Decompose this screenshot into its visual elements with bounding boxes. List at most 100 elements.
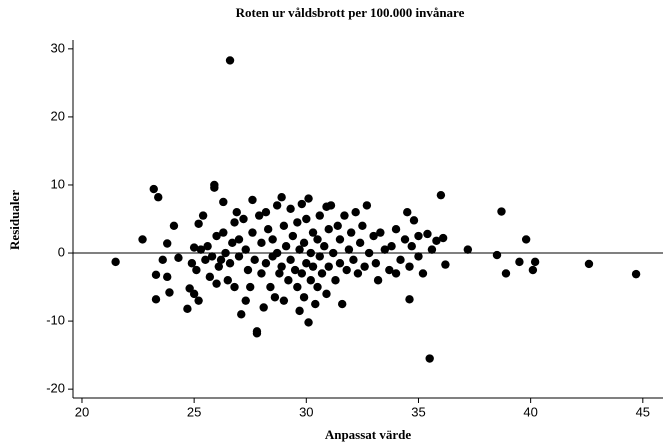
point: [405, 262, 414, 271]
point: [355, 238, 365, 248]
chart-title: Roten ur våldsbrott per 100.000 invånare: [236, 5, 465, 20]
point: [212, 231, 221, 241]
point: [234, 235, 244, 244]
point: [631, 269, 641, 279]
point: [297, 269, 307, 278]
point: [333, 221, 342, 231]
point: [286, 255, 295, 265]
point: [515, 257, 524, 267]
point: [313, 282, 322, 292]
point: [463, 245, 473, 254]
point: [317, 269, 327, 278]
point: [277, 193, 286, 202]
point: [530, 257, 540, 267]
point: [432, 236, 441, 245]
point: [324, 225, 333, 234]
point: [315, 211, 324, 220]
point: [414, 231, 423, 241]
point: [189, 243, 199, 252]
point: [268, 235, 277, 244]
point: [302, 214, 311, 224]
x-tick-label: 30: [299, 404, 313, 419]
point: [248, 228, 257, 237]
point: [288, 231, 298, 241]
point: [261, 207, 271, 217]
point: [225, 56, 235, 65]
x-tick-label: 25: [187, 404, 201, 419]
point: [261, 259, 271, 268]
point: [192, 265, 201, 275]
point: [497, 207, 506, 216]
point: [329, 248, 338, 258]
point: [214, 262, 224, 271]
point: [189, 289, 199, 299]
y-axis-label: Residualer: [7, 190, 22, 250]
point: [324, 262, 333, 271]
point: [198, 211, 208, 220]
point: [299, 293, 309, 302]
point: [174, 253, 183, 262]
point: [438, 233, 448, 243]
point: [308, 228, 318, 237]
point: [216, 255, 226, 265]
point: [326, 201, 336, 210]
y-tick-label: 30: [51, 40, 65, 55]
point: [237, 310, 246, 319]
point: [414, 252, 423, 261]
point: [207, 252, 217, 261]
point: [228, 238, 237, 248]
point: [246, 282, 255, 292]
point: [239, 214, 248, 224]
point: [270, 293, 280, 302]
point: [338, 299, 347, 309]
point: [221, 248, 230, 258]
point: [248, 195, 257, 205]
point: [373, 276, 383, 285]
point: [313, 235, 322, 244]
point: [304, 194, 313, 203]
point: [243, 265, 253, 275]
point: [376, 228, 385, 237]
point: [407, 242, 416, 251]
point: [436, 190, 446, 200]
point: [391, 269, 401, 278]
point: [272, 201, 282, 210]
point: [194, 296, 203, 305]
point: [111, 257, 120, 267]
point: [362, 201, 372, 210]
y-tick-label: 20: [51, 108, 65, 123]
point: [349, 255, 358, 265]
point: [149, 184, 158, 194]
point: [241, 296, 250, 305]
point: [492, 250, 502, 260]
point: [275, 269, 284, 278]
point: [183, 304, 192, 314]
x-tick-label: 40: [523, 404, 537, 419]
point: [250, 255, 259, 265]
point: [203, 242, 212, 251]
point: [210, 180, 219, 190]
point: [380, 245, 390, 254]
point: [163, 272, 172, 282]
point: [351, 207, 360, 217]
point: [353, 269, 363, 278]
point: [254, 211, 264, 220]
point: [281, 242, 291, 251]
point: [138, 235, 147, 244]
point: [297, 199, 307, 209]
point: [335, 235, 345, 244]
point: [528, 265, 538, 275]
y-tick-label: 0: [58, 244, 65, 259]
point: [306, 276, 315, 285]
point: [263, 225, 273, 234]
x-tick-label: 35: [411, 404, 425, 419]
y-tick-label: -10: [46, 313, 65, 328]
x-tick-label: 20: [75, 404, 89, 419]
point: [418, 269, 428, 278]
point: [272, 248, 282, 258]
point: [340, 211, 349, 220]
point: [409, 216, 419, 225]
point: [331, 276, 340, 285]
point: [322, 289, 331, 299]
